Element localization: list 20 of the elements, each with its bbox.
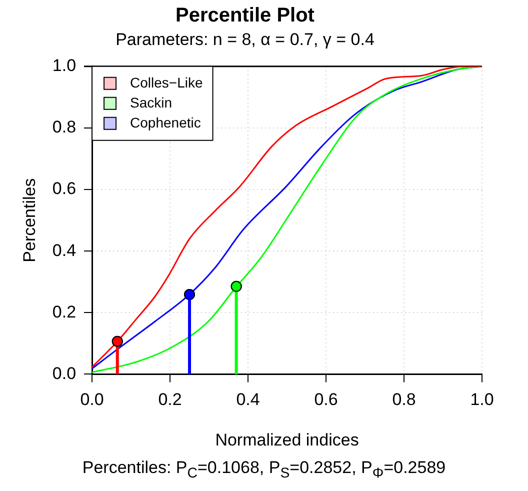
y-tick-label: 0.4: [52, 240, 76, 260]
x-tick-label: 1.0: [470, 390, 494, 410]
x-tick-label: 0.2: [158, 390, 182, 410]
x-axis-title: Normalized indices: [215, 430, 359, 450]
legend-label: Sackin: [130, 94, 172, 110]
chart-title: Percentile Plot: [176, 4, 315, 27]
x-tick-label: 0.6: [314, 390, 338, 410]
y-axis-title: Percentiles: [20, 178, 39, 262]
y-tick-label: 0.2: [52, 302, 76, 322]
legend-label: Cophenetic: [130, 114, 201, 130]
y-tick-label: 0.0: [52, 364, 76, 383]
x-tick-label: 0.8: [392, 390, 416, 410]
legend-label: Colles−Like: [130, 74, 204, 90]
y-tick-label: 0.6: [52, 179, 76, 198]
x-tick-label: 0.4: [236, 390, 260, 410]
x-tick-label: 0.0: [80, 390, 104, 410]
y-tick-label: 0.8: [52, 118, 76, 137]
text: Percentiles: P$_{C}$=0.1068, P$_{S}$=0.2852, P$_{Φ}$=0.2589: [81, 458, 447, 482]
y-tick-label: 1.0: [52, 56, 76, 76]
chart-subtitle: Parameters: n = 8, α = 0.7, γ = 0.4: [116, 30, 374, 49]
